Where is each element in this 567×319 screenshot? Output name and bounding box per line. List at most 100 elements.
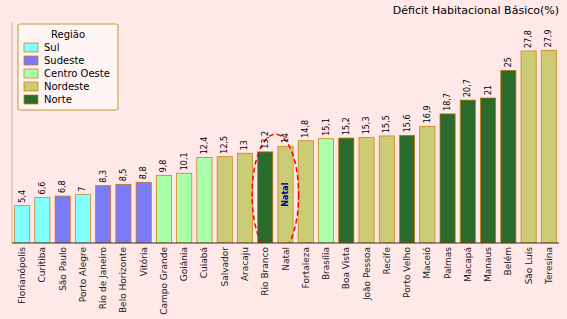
data-label: 21: [484, 85, 493, 95]
x-tick-label: Campo Grande: [159, 247, 169, 315]
data-label: 6,6: [38, 182, 47, 195]
bar: [541, 50, 556, 243]
bar: [75, 195, 90, 243]
data-label: 14,8: [301, 120, 310, 138]
bar: [521, 51, 536, 243]
data-label: 8,5: [119, 169, 128, 182]
chart: 5,4 6,6 6,8 7 8,3 8,5 8,8 9,8 10,1 12,4 12,5 13 13,2…: [0, 0, 567, 319]
bar: [318, 139, 333, 243]
bar: [156, 175, 171, 243]
data-label: 13: [240, 140, 249, 150]
bar: [339, 138, 354, 243]
data-label: 7: [78, 187, 87, 192]
data-label: 25: [504, 57, 513, 67]
data-label: 6,8: [58, 180, 67, 193]
data-label: 12,4: [200, 137, 209, 155]
bar: [278, 146, 293, 243]
data-label: 8,8: [139, 166, 148, 179]
bar: [501, 70, 516, 243]
bar: [480, 98, 495, 243]
data-label: 15,1: [322, 118, 331, 136]
legend-swatch: [24, 95, 38, 104]
data-label: 27,9: [544, 30, 553, 48]
x-tick-label: Porto Velho: [402, 247, 412, 298]
x-tick-label: Vitória: [139, 247, 149, 276]
bar: [258, 152, 273, 243]
data-label: 9,8: [159, 160, 168, 173]
legend-swatch: [24, 82, 38, 91]
legend-title: Região: [51, 29, 85, 40]
data-label: 15,6: [403, 114, 412, 132]
x-tick-label: São Luís: [524, 247, 534, 285]
x-tick-label: Manaus: [483, 247, 493, 282]
x-tick-label: Brasília: [321, 247, 331, 280]
x-tick-label: Palmas: [443, 247, 453, 279]
bar: [136, 182, 151, 243]
legend-swatch: [24, 56, 38, 65]
bar: [379, 136, 394, 243]
data-label: 14: [281, 133, 290, 143]
x-tick-label: Salvador: [220, 247, 230, 287]
legend: Região Sul Sudeste Centro Oeste Nordeste Nort…: [18, 24, 118, 110]
bar: [177, 173, 192, 243]
data-label: 15,3: [362, 117, 371, 135]
x-tick-label: Natal: [281, 247, 291, 271]
title: Déficit Habitacional Básico(%): [393, 4, 559, 17]
bar: [399, 135, 414, 243]
data-label: 20,7: [463, 79, 472, 97]
bar: [55, 196, 70, 243]
bar: [15, 206, 30, 243]
x-tick-label: Rio de Janeiro: [98, 247, 108, 310]
legend-entry: Centro Oeste: [44, 68, 110, 79]
x-tick-label: Recife: [382, 247, 392, 275]
x-tick-label: Macapá: [463, 247, 473, 282]
bar: [359, 137, 374, 243]
bar: [460, 100, 475, 243]
y-axis-line: [12, 22, 13, 243]
bar: [420, 126, 435, 243]
data-label: 10,1: [180, 152, 189, 170]
highlight-ellipse: [252, 134, 299, 243]
bar: [217, 157, 232, 243]
legend-entry: Norte: [44, 94, 72, 105]
legend-entry: Sul: [44, 42, 59, 53]
legend-frame: [18, 24, 118, 110]
bar: [197, 157, 212, 243]
data-label: 15,5: [382, 115, 391, 133]
legend-entry: Nordeste: [44, 81, 89, 92]
x-tick-label: Rio Branco: [260, 247, 270, 296]
data-label: 27,8: [524, 30, 533, 48]
data-label: 5,4: [18, 190, 27, 203]
data-label: 16,9: [423, 105, 432, 123]
x-tick-label: João Pessoa: [362, 247, 372, 301]
x-tick-label: São Paulo: [58, 247, 68, 291]
bar: [116, 184, 131, 243]
legend-swatch: [24, 43, 38, 52]
bar: [237, 153, 252, 243]
x-tick-label: Florianópolis: [17, 247, 27, 304]
x-axis-line: [12, 243, 559, 244]
data-label: 8,3: [99, 170, 108, 183]
x-tick-label: Aracaju: [240, 247, 250, 281]
data-label: 13,2: [261, 131, 270, 149]
legend-swatch: [24, 69, 38, 78]
x-tick-label: Belo Horizonte: [118, 247, 128, 314]
data-label: 12,5: [220, 136, 229, 154]
bar: [298, 141, 313, 243]
x-tick-label: Curitiba: [37, 247, 47, 282]
x-tick-label: Fortaleza: [301, 247, 311, 288]
data-label: 15,2: [342, 117, 351, 135]
bar: [96, 186, 111, 243]
bar: [440, 114, 455, 243]
x-tick-label: Teresina: [544, 247, 554, 285]
legend-entry: Sudeste: [44, 55, 84, 66]
x-tick-label: Porto Alegre: [78, 247, 88, 303]
x-tick-label: Belém: [503, 247, 513, 276]
x-tick-label: Cuiabá: [199, 247, 209, 278]
data-label: 18,7: [443, 93, 452, 111]
annotation: Natal: [281, 182, 290, 206]
x-tick-label: Maceió: [422, 247, 432, 279]
x-tick-label: Goiânia: [179, 247, 189, 281]
x-tick-label: Boa Vista: [341, 247, 351, 289]
bar: [35, 197, 50, 243]
